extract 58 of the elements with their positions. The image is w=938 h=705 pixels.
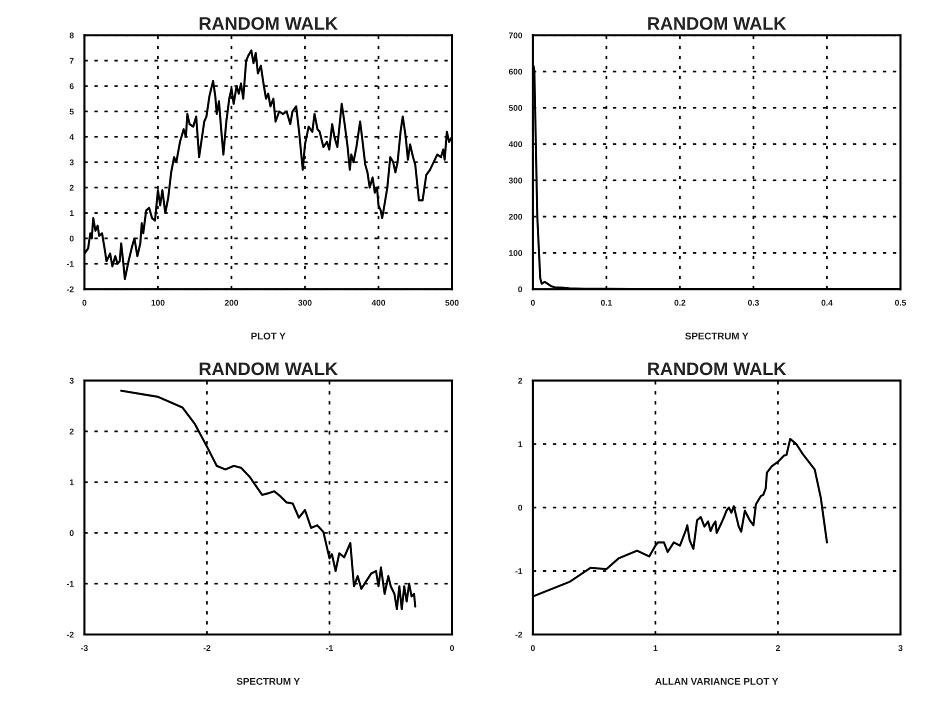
y-tick-label: 600 bbox=[508, 68, 522, 75]
y-tick-label: 2 bbox=[70, 184, 74, 191]
x-tick-label: 0.5 bbox=[895, 300, 906, 306]
y-tick-label: 0 bbox=[518, 286, 522, 292]
y-tick-label: 0 bbox=[70, 530, 74, 536]
chart-title: RANDOM WALK bbox=[200, 362, 338, 376]
x-tick-label: 0.1 bbox=[600, 300, 612, 306]
y-tick-label: 200 bbox=[508, 214, 522, 220]
y-tick-label: 7 bbox=[70, 58, 74, 64]
x-tick-label: 0.3 bbox=[748, 300, 759, 306]
y-tick-label: 5 bbox=[70, 108, 74, 115]
y-tick-label: -1 bbox=[515, 568, 522, 574]
x-tick-label: -2 bbox=[204, 645, 210, 651]
y-tick-label: 400 bbox=[508, 141, 522, 148]
y-tick-label: 3 bbox=[70, 378, 74, 384]
y-tick-label: 0 bbox=[518, 504, 522, 511]
x-tick-label: 0 bbox=[82, 300, 86, 306]
x-tick-label: 500 bbox=[445, 300, 459, 306]
y-tick-label: 8 bbox=[70, 32, 74, 38]
x-tick-label: 3 bbox=[898, 645, 902, 652]
chart-title: RANDOM WALK bbox=[648, 17, 786, 30]
x-tick-label: 400 bbox=[372, 300, 386, 306]
x-tick-label: 300 bbox=[298, 300, 312, 306]
x-tick-label: 0.4 bbox=[822, 300, 833, 306]
y-tick-label: -2 bbox=[66, 286, 74, 292]
y-tick-label: 700 bbox=[508, 32, 522, 38]
x-axis-title: SPECTRUM Y bbox=[685, 332, 748, 340]
y-tick-label: 500 bbox=[508, 105, 522, 111]
y-tick-label: 6 bbox=[70, 83, 74, 90]
x-axis-title: PLOT Y bbox=[251, 332, 286, 340]
x-tick-label: 2 bbox=[776, 645, 780, 651]
x-axis-title: ALLAN VARIANCE PLOT Y bbox=[655, 678, 778, 685]
x-tick-label: 0 bbox=[530, 300, 535, 306]
chart-title: RANDOM WALK bbox=[648, 362, 786, 376]
y-tick-label: 2 bbox=[70, 428, 74, 434]
y-tick-label: -1 bbox=[66, 261, 74, 267]
y-tick-label: -1 bbox=[66, 581, 74, 587]
y-tick-label: 0 bbox=[70, 236, 74, 242]
y-tick-label: 1 bbox=[70, 210, 74, 216]
x-tick-label: 100 bbox=[152, 300, 165, 306]
x-axis-title: SPECTRUM Y bbox=[236, 678, 300, 685]
x-tick-label: -1 bbox=[326, 645, 333, 651]
y-tick-label: 1 bbox=[518, 441, 522, 448]
y-tick-label: 3 bbox=[70, 159, 74, 166]
y-tick-label: 2 bbox=[518, 378, 522, 384]
chart-title: RANDOM WALK bbox=[200, 17, 338, 30]
x-tick-label: 1 bbox=[654, 645, 658, 651]
y-tick-label: -2 bbox=[66, 632, 74, 638]
y-tick-label: 300 bbox=[508, 178, 522, 184]
y-tick-label: 4 bbox=[69, 134, 74, 140]
x-tick-label: 200 bbox=[224, 300, 238, 306]
y-tick-label: 1 bbox=[70, 479, 74, 486]
x-tick-label: 0 bbox=[450, 645, 454, 652]
x-tick-label: -3 bbox=[81, 645, 88, 652]
x-tick-label: 0.2 bbox=[674, 300, 686, 306]
y-tick-label: -2 bbox=[515, 632, 522, 638]
x-tick-label: 0 bbox=[530, 645, 535, 652]
y-tick-label: 100 bbox=[509, 250, 522, 256]
